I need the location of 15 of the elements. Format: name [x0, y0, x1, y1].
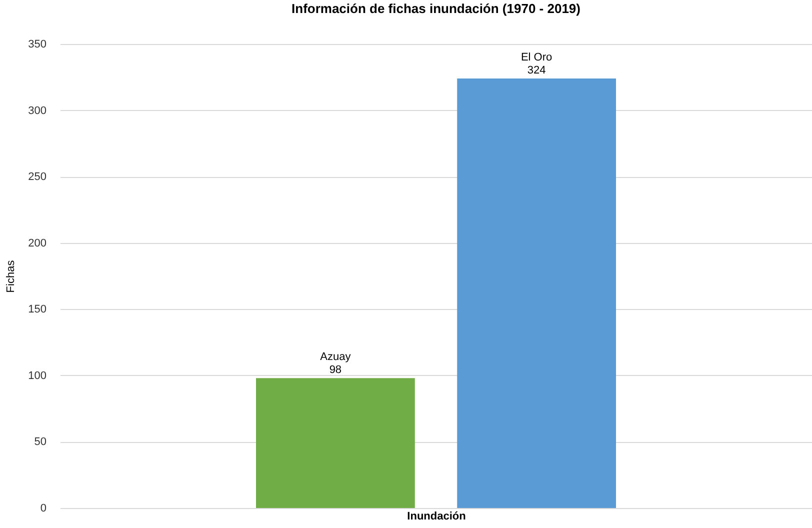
y-tick-label: 200 [28, 237, 46, 250]
chart-title: Información de fichas inundación (1970 - 2019) [292, 1, 580, 16]
y-tick-label: 350 [28, 38, 46, 50]
x-axis-title: Inundación [407, 510, 466, 522]
y-tick-label: 150 [28, 304, 46, 316]
data-label: 98 [329, 364, 342, 376]
y-tick-label: 250 [28, 171, 46, 184]
y-tick-label: 300 [28, 104, 46, 117]
y-axis-title: Fichas [5, 260, 18, 293]
y-tick-label: 0 [40, 502, 46, 514]
y-tick-label: 50 [34, 436, 46, 448]
series-label: Azuay [320, 351, 352, 364]
series-label: El Oro [520, 51, 552, 64]
y-tick-label: 100 [28, 370, 46, 382]
data-label: 324 [527, 64, 546, 76]
